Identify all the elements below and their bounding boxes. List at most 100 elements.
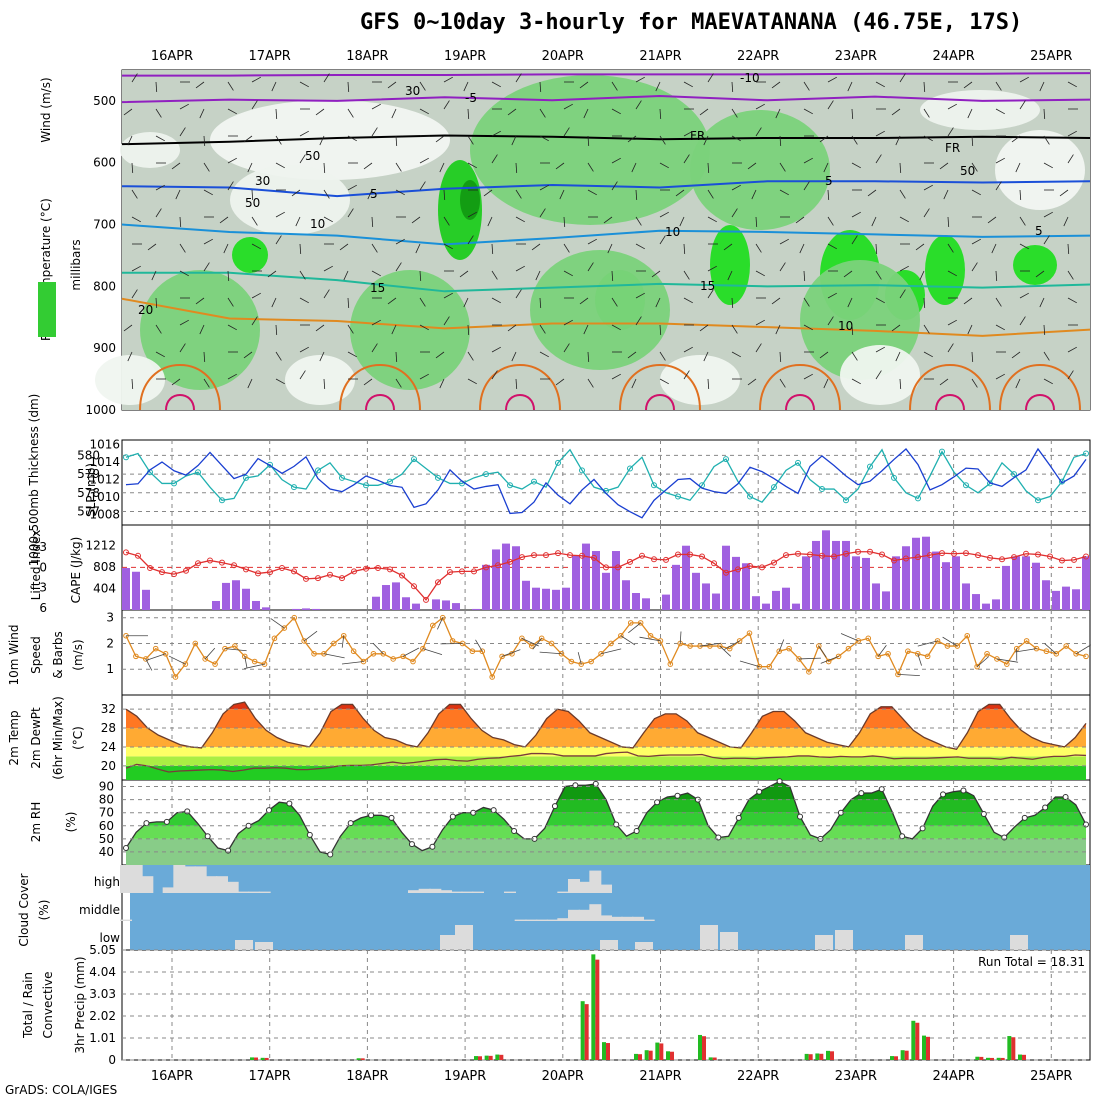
- thickness-line-point: [219, 497, 225, 504]
- wind-barb-10m: [679, 631, 682, 644]
- wind-barb-10m: [341, 661, 364, 665]
- contour-label: FR: [945, 141, 960, 155]
- li-tick: 6: [39, 601, 47, 615]
- thickness-line-point: [891, 474, 897, 481]
- cape-bar: [222, 582, 230, 610]
- date-label-bottom: 23APR: [835, 1069, 877, 1084]
- li-line-point: [663, 556, 669, 563]
- wind-speed-line-point: [637, 620, 644, 626]
- wind-barb: [847, 81, 853, 92]
- wind-barb: [731, 81, 734, 93]
- cape-bar: [922, 536, 930, 610]
- slp-tick: 1014: [89, 455, 120, 469]
- cloud-bar-middle: [568, 909, 580, 921]
- date-label-top: 20APR: [542, 49, 584, 64]
- wind-barb: [131, 378, 134, 390]
- wind-barb: [779, 351, 782, 363]
- wind-barb: [827, 316, 834, 326]
- wind-speed-line-point: [251, 658, 258, 665]
- wind-barb: [1019, 243, 1029, 250]
- wind-barb: [779, 135, 782, 147]
- li-line-point: [651, 556, 657, 563]
- li-line-point: [183, 567, 189, 574]
- cape-bar: [892, 556, 900, 610]
- wind-barb: [915, 243, 925, 251]
- wind-barb: [851, 135, 858, 145]
- wind-barb-10m: [577, 652, 582, 665]
- isotherm-30: [365, 394, 395, 411]
- rh-line-point: [899, 833, 906, 840]
- wind-speed-line-point: [301, 638, 307, 644]
- wind-barb: [995, 181, 1002, 191]
- isotherm-25: [909, 364, 991, 411]
- wind-barb: [587, 238, 597, 245]
- li-line-point: [879, 551, 885, 558]
- pressure-tick: 1000: [85, 403, 116, 417]
- wind-speed-line-point: [241, 653, 248, 660]
- wind-barb: [347, 135, 357, 142]
- wind-barb: [131, 189, 138, 199]
- wind-barb: [515, 378, 518, 390]
- isotherm-20: [121, 297, 1091, 337]
- axis-label-speed: Speed: [29, 636, 43, 674]
- wind-barb: [899, 189, 906, 199]
- wind-barb: [995, 297, 1002, 307]
- wind-barb-10m: [532, 638, 542, 650]
- li-line-point: [459, 568, 465, 575]
- wind-barb: [203, 189, 213, 196]
- wind-barb: [371, 243, 378, 253]
- thickness-line-point: [1083, 450, 1089, 457]
- wind-barb: [251, 76, 261, 83]
- temp-tick: 32: [101, 702, 116, 716]
- wind-barb: [919, 270, 925, 281]
- precip-bar-convective: [499, 1054, 504, 1060]
- thickness-line-point: [411, 456, 417, 463]
- li-line-point: [387, 566, 393, 573]
- isotherm-10: [121, 223, 1091, 246]
- wind-barb: [899, 378, 902, 390]
- wind-barb: [563, 243, 570, 253]
- axis-label-minmax: (6hr Min/Max): [51, 696, 65, 780]
- wind-barb: [467, 211, 477, 218]
- thickness-line-point: [1011, 471, 1017, 478]
- wind-barb: [611, 373, 621, 380]
- wind-barb: [971, 351, 974, 363]
- wind-speed-line-point: [133, 653, 139, 660]
- li-line-point: [687, 551, 693, 558]
- cape-bar: [762, 603, 770, 610]
- rh-region: [210, 100, 450, 180]
- wind-barb: [299, 130, 309, 137]
- rh-line-point: [429, 843, 436, 850]
- li-line-point: [591, 554, 597, 561]
- wind-barb: [323, 73, 330, 83]
- precip-bar-total: [634, 1053, 638, 1060]
- precip-bar-convective: [478, 1056, 482, 1060]
- wind-barb: [131, 289, 138, 299]
- cloud-bar-high: [130, 865, 143, 893]
- wind-barb: [995, 373, 1005, 380]
- wind-barb-10m: [724, 640, 740, 650]
- wind-barb: [155, 351, 165, 358]
- pressure-tick: 700: [93, 218, 116, 232]
- li-line-point: [843, 550, 849, 557]
- wind-barb: [387, 297, 397, 305]
- wind-barb-10m: [798, 657, 821, 660]
- precip-bar-total: [1018, 1054, 1022, 1060]
- wind-barb: [323, 189, 330, 199]
- dewpoint-line: [125, 751, 1087, 773]
- wind-barb: [127, 135, 133, 146]
- wind-barb: [755, 319, 765, 326]
- cape-bar: [742, 563, 750, 610]
- wind-barb: [415, 243, 421, 254]
- axis-label-li: Lifted Index: [29, 530, 43, 601]
- date-label-bottom: 22APR: [737, 1069, 779, 1084]
- wind-barb: [895, 351, 901, 362]
- wind-barb: [823, 378, 829, 389]
- wind-barb: [395, 162, 402, 172]
- wind-barb: [555, 162, 565, 170]
- li-line-point: [423, 596, 429, 603]
- wind-barb: [771, 297, 781, 305]
- rh-region: [690, 110, 830, 230]
- wind-barb: [939, 162, 949, 170]
